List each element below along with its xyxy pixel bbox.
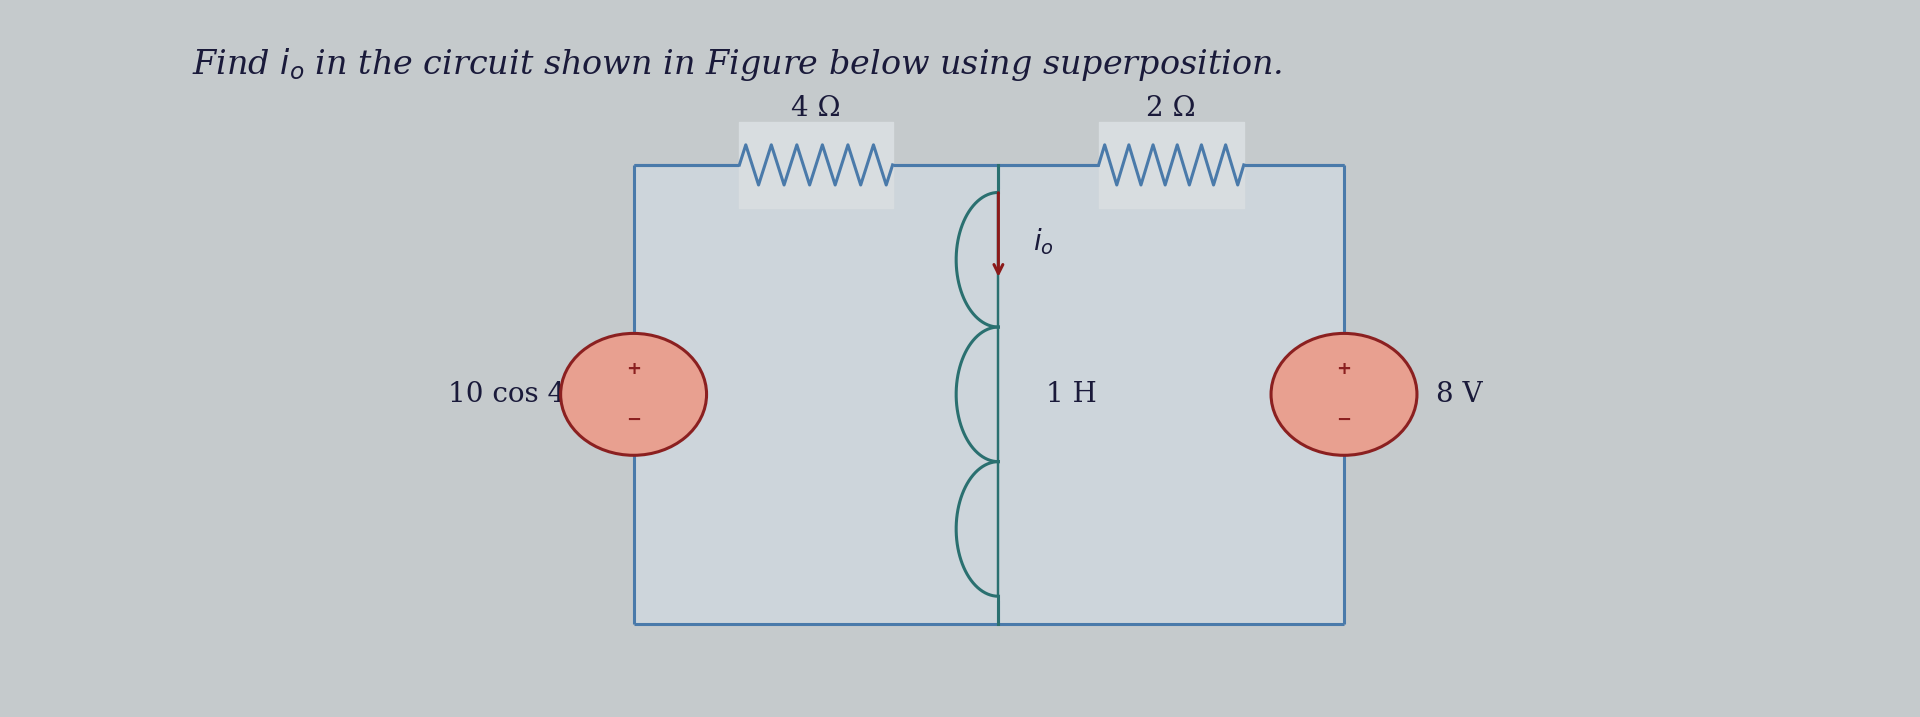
Bar [634, 165, 1344, 624]
Text: 8 V: 8 V [1436, 381, 1482, 408]
Text: 4 Ω: 4 Ω [791, 95, 841, 122]
Text: 10 cos 4t V: 10 cos 4t V [447, 381, 605, 408]
Text: +: + [1336, 360, 1352, 378]
Text: −: − [626, 411, 641, 429]
Text: −: − [1336, 411, 1352, 429]
Text: 2 Ω: 2 Ω [1146, 95, 1196, 122]
Ellipse shape [1271, 333, 1417, 455]
Text: 1 H: 1 H [1046, 381, 1096, 408]
Text: Find $i_o$ in the circuit shown in Figure below using superposition.: Find $i_o$ in the circuit shown in Figur… [192, 46, 1283, 83]
Text: $i_o$: $i_o$ [1033, 227, 1054, 257]
Ellipse shape [561, 333, 707, 455]
Text: +: + [626, 360, 641, 378]
